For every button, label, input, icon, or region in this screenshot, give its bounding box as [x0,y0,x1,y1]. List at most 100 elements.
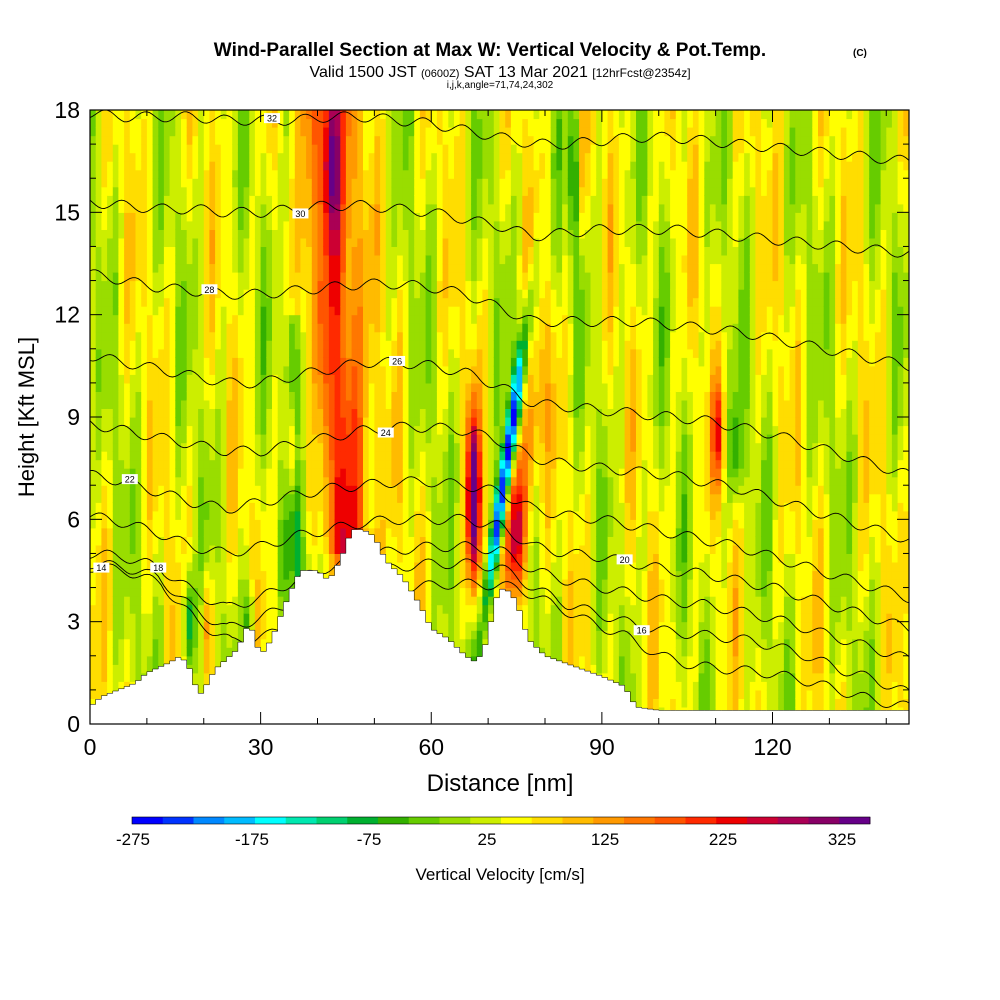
velocity-cell [272,510,279,520]
velocity-cell [237,374,245,384]
velocity-cell [283,195,290,205]
velocity-cell [283,297,290,307]
velocity-cell [129,203,137,213]
velocity-cell [118,169,125,179]
velocity-cell [272,323,279,333]
velocity-cell [158,451,165,461]
velocity-cell [141,613,148,623]
velocity-cell [408,485,415,495]
velocity-cell [345,178,353,188]
velocity-cell [118,638,125,648]
velocity-cell [465,647,472,657]
velocity-cell [209,237,216,247]
velocity-cell [186,553,193,563]
velocity-cell [112,476,120,486]
velocity-cell [141,186,148,196]
velocity-cell [454,220,461,230]
velocity-cell [266,510,273,520]
velocity-cell [448,289,455,299]
velocity-cell [306,348,313,358]
velocity-cell [311,212,319,222]
velocity-cell [232,536,239,546]
velocity-cell [277,399,284,409]
velocity-cell [419,391,427,401]
velocity-cell [368,408,375,418]
velocity-cell [169,459,176,469]
velocity-cell [397,237,404,247]
velocity-cell [181,579,188,589]
velocity-cell [215,280,222,290]
velocity-cell [101,263,108,273]
velocity-cell [425,135,432,145]
velocity-cell [203,527,211,537]
velocity-cell [363,374,370,384]
velocity-cell [368,110,375,120]
velocity-cell [158,459,165,469]
velocity-cell [260,229,267,239]
velocity-cell [266,442,273,452]
velocity-cell [425,442,432,452]
velocity-cell [300,229,307,239]
velocity-cell [380,519,387,529]
velocity-cell [374,502,381,512]
velocity-cell [289,425,296,435]
velocity-cell [135,527,142,537]
velocity-cell [328,237,336,247]
velocity-cell [237,570,245,580]
velocity-cell [408,391,415,401]
velocity-cell [448,493,455,503]
velocity-cell [129,672,137,682]
velocity-cell [425,553,432,563]
velocity-cell [368,417,375,427]
velocity-cell [368,459,375,469]
velocity-cell [209,596,216,606]
velocity-cell [112,289,120,299]
velocity-cell [181,553,188,563]
velocity-cell [220,203,228,213]
velocity-cell [408,152,415,162]
velocity-cell [203,459,211,469]
velocity-cell [374,536,381,546]
velocity-cell [158,638,165,648]
velocity-cell [436,152,444,162]
velocity-cell [397,127,404,137]
velocity-cell [243,510,250,520]
velocity-cell [397,365,404,375]
velocity-cell [436,306,444,316]
velocity-cell [328,186,336,196]
velocity-cell [476,272,484,282]
velocity-cell [283,118,290,128]
velocity-cell [226,186,233,196]
velocity-cell [112,110,120,120]
velocity-cell [146,203,154,213]
velocity-cell [283,255,290,265]
velocity-cell [254,340,262,350]
velocity-cell [340,357,347,367]
velocity-cell [317,340,324,350]
velocity-cell [272,237,279,247]
velocity-cell [249,417,256,427]
velocity-cell [357,382,364,392]
velocity-cell [181,263,188,273]
velocity-cell [311,408,319,418]
velocity-cell [101,485,108,495]
velocity-cell [163,621,171,631]
velocity-cell [419,587,427,597]
velocity-cell [402,451,410,461]
velocity-cell [374,186,381,196]
velocity-cell [294,297,302,307]
velocity-cell [118,536,125,546]
velocity-cell [306,476,313,486]
velocity-cell [107,144,114,154]
velocity-cell [408,127,415,137]
velocity-cell [272,468,279,478]
velocity-cell [249,246,256,256]
velocity-cell [311,306,319,316]
velocity-cell [203,220,211,230]
velocity-cell [306,220,313,230]
velocity-cell [272,178,279,188]
velocity-cell [459,493,466,503]
velocity-cell [436,186,444,196]
velocity-cell [419,604,427,614]
velocity-cell [135,562,142,572]
